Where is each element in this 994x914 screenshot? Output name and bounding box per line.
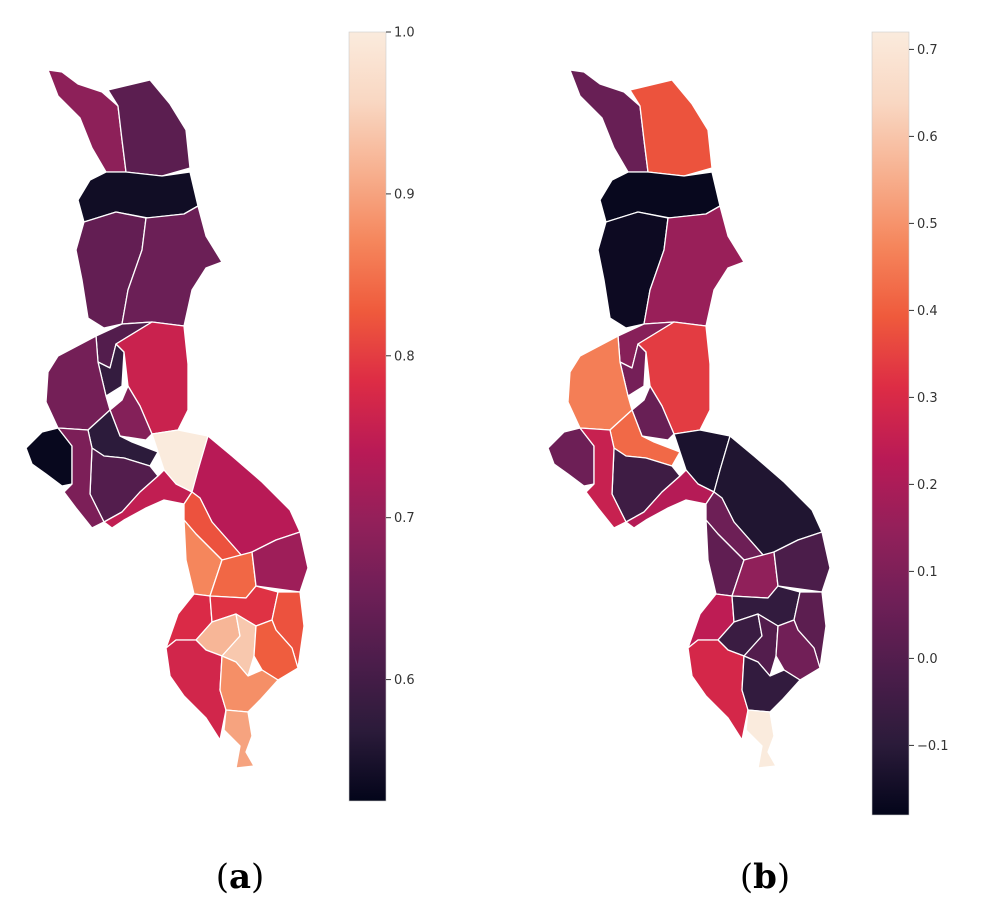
panel-a-district-10 <box>109 385 153 441</box>
panel-a-district-30 <box>223 709 255 769</box>
panel-b-district-27 <box>775 619 821 681</box>
panel-a-colorbar-tick-label-2: 0.8 <box>394 349 415 364</box>
panel-a-colorbar-tick-label-0: 1.0 <box>394 26 415 41</box>
panel-a-districts <box>25 69 309 769</box>
panel-b-colorbar-tick-label-6: 0.1 <box>917 565 938 580</box>
panel-b-district-10 <box>631 385 675 441</box>
panel-b-district-15 <box>579 427 627 529</box>
panel-b-colorbar-tick-label-0: 0.7 <box>917 43 938 58</box>
panel-a-colorbar-tick-label-3: 0.7 <box>394 511 415 526</box>
panel-b-label: (b) <box>740 857 790 897</box>
panel-a-district-28 <box>165 639 227 741</box>
panel-a-district-1 <box>47 69 127 173</box>
panel-b-map <box>547 69 831 769</box>
panel-a-district-5 <box>121 205 223 327</box>
panel-b-district-5 <box>643 205 745 327</box>
panel-b-district-2 <box>629 79 713 177</box>
panel-b-district-29 <box>741 655 801 713</box>
panel-b-colorbar-tick-label-4: 0.3 <box>917 391 938 406</box>
panel-b-colorbar-gradient <box>871 31 910 816</box>
panel-a-district-15 <box>57 427 105 529</box>
panel-b-district-30 <box>745 709 777 769</box>
panel-b-colorbar-tick-label-3: 0.4 <box>917 304 938 319</box>
panel-a-label: (a) <box>216 857 265 897</box>
panel-a-district-27 <box>253 619 299 681</box>
panel-a-colorbar-tick-label-1: 0.9 <box>394 187 415 202</box>
panel-b-districts <box>547 69 831 769</box>
panel-b-colorbar: 0.7 0.6 0.5 0.4 0.3 0.2 0.1 0.0 −0.1 <box>871 31 949 816</box>
panel-b-district-28 <box>687 639 749 741</box>
panel-b-colorbar-tick-label-7: 0.0 <box>917 652 938 667</box>
panel-a-map <box>25 69 309 769</box>
panel-b-district-1 <box>569 69 649 173</box>
panel-b-colorbar-tick-label-2: 0.5 <box>917 217 938 232</box>
panel-a-colorbar-ticks: 1.0 0.9 0.8 0.7 0.6 <box>386 26 415 688</box>
panel-b-colorbar-tick-label-8: −0.1 <box>917 739 949 754</box>
panel-b-colorbar-tick-label-5: 0.2 <box>917 478 938 493</box>
panel-a-district-29 <box>219 655 279 713</box>
panel-a-colorbar: 1.0 0.9 0.8 0.7 0.6 <box>348 26 415 802</box>
panel-a-district-2 <box>107 79 191 177</box>
panel-a-colorbar-tick-label-4: 0.6 <box>394 673 415 688</box>
panel-b-colorbar-tick-label-1: 0.6 <box>917 130 938 145</box>
panel-b-colorbar-ticks: 0.7 0.6 0.5 0.4 0.3 0.2 0.1 0.0 −0.1 <box>909 43 949 754</box>
panel-a-colorbar-gradient <box>348 31 387 802</box>
